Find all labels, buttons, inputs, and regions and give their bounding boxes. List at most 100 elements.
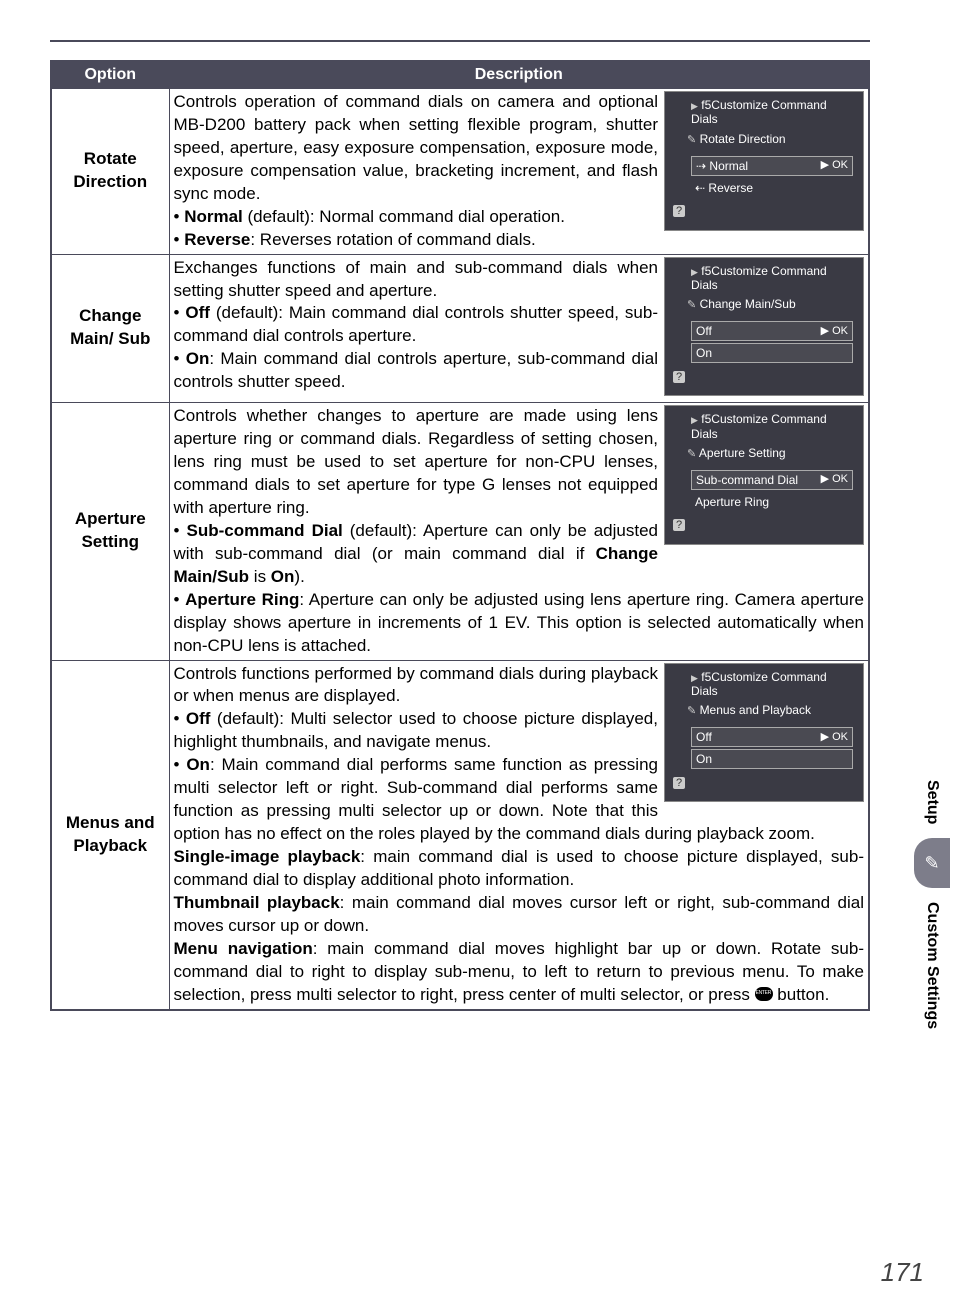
bullet-text: (default): Multi selector used to choose… [174, 709, 658, 751]
option-change-main-sub: Change Main/ Sub [51, 254, 169, 403]
col-description: Description [169, 61, 869, 89]
play-icon [691, 670, 698, 684]
screenshot-title2: Dials [673, 112, 855, 126]
screenshot-subtitle: Change Main/Sub [700, 297, 796, 311]
screenshot-option: ⇠ Reverse [691, 178, 853, 198]
ok-indicator: ▶ OK [821, 324, 848, 339]
bullet-label: On [186, 755, 210, 774]
option-label: Rotate Direction [73, 149, 147, 191]
screenshot-title1: f5Customize Command [701, 670, 826, 684]
screenshot-option: Aperture Ring [691, 492, 853, 512]
desc-rotate-direction: f5Customize Command Dials Rotate Directi… [169, 89, 869, 255]
pencil-icon [687, 297, 696, 311]
pencil-badge-icon: ✎ [914, 838, 950, 888]
ok-indicator: ▶ OK [821, 158, 848, 173]
screenshot-title: f5Customize Command Dials [669, 668, 859, 701]
option-aperture-setting: Aperture Setting [51, 403, 169, 660]
bullet-label: On [186, 349, 210, 368]
desc-intro: Exchanges functions of main and sub-comm… [174, 258, 659, 300]
screenshot-subtitle: Aperture Setting [699, 446, 786, 460]
para-text: button. [773, 985, 830, 1004]
screenshot-option: Off ▶ OK [691, 321, 853, 341]
screenshot-option: On [691, 343, 853, 363]
side-tab: Setup ✎ Custom Settings [914, 780, 950, 1030]
screenshot-option-label: Off [696, 323, 712, 339]
option-label: Aperture Setting [75, 509, 146, 551]
help-icon [673, 774, 685, 791]
menu-screenshot: f5Customize Command Dials Menus and Play… [664, 663, 864, 803]
screenshot-option-label: Reverse [708, 181, 753, 195]
screenshot-option-label: On [696, 345, 712, 361]
desc-change-main-sub: f5Customize Command Dials Change Main/Su… [169, 254, 869, 403]
screenshot-option-label: On [696, 751, 712, 767]
side-label-setup: Setup [923, 780, 941, 824]
play-icon [691, 412, 698, 426]
manual-page: Option Description Rotate Direction f5Cu… [50, 40, 870, 1011]
help-icon [673, 368, 685, 385]
screenshot-option: On [691, 749, 853, 769]
bullet-text: is [249, 567, 271, 586]
screenshot-title2: Dials [673, 278, 855, 292]
pencil-icon [687, 132, 696, 146]
desc-intro: Controls whether changes to aperture are… [174, 406, 659, 517]
table-row: Change Main/ Sub f5Customize Command Dia… [51, 254, 869, 403]
screenshot-title1: f5Customize Command [701, 98, 826, 112]
para-lead: Single-image playback [174, 847, 361, 866]
ok-indicator: ▶ OK [821, 730, 848, 745]
bullet-label: Reverse [184, 230, 250, 249]
arrow-right-icon: ⇢ [696, 159, 706, 173]
options-table: Option Description Rotate Direction f5Cu… [50, 60, 870, 1011]
table-row: Menus and Playback f5Customize Command D… [51, 660, 869, 1010]
bullet-text: (default): Main command dial controls sh… [174, 303, 659, 345]
screenshot-option-label: Normal [709, 159, 748, 173]
menu-screenshot: f5Customize Command Dials Change Main/Su… [664, 257, 864, 397]
screenshot-option-label: Off [696, 729, 712, 745]
para-lead: Menu navigation [174, 939, 313, 958]
screenshot-title1: f5Customize Command [701, 412, 826, 426]
option-menus-playback: Menus and Playback [51, 660, 169, 1010]
desc-aperture-setting: f5Customize Command Dials Aperture Setti… [169, 403, 869, 660]
screenshot-title2: Dials [673, 427, 855, 441]
enter-button-icon [755, 987, 773, 1001]
table-row: Rotate Direction f5Customize Command Dia… [51, 89, 869, 255]
option-label: Menus and Playback [66, 813, 155, 855]
screenshot-title1: f5Customize Command [701, 264, 826, 278]
page-number: 171 [881, 1257, 924, 1288]
bullet-label: Normal [184, 207, 243, 226]
para-lead: Thumbnail playback [174, 893, 340, 912]
ok-indicator: ▶ OK [821, 472, 848, 487]
option-label: Change Main/ Sub [70, 306, 150, 348]
bullet-text: : Reverses rotation of command dials. [250, 230, 535, 249]
screenshot-title: f5Customize Command Dials [669, 410, 859, 443]
screenshot-subtitle: Rotate Direction [700, 132, 786, 146]
screenshot-option: ⇢ Normal ▶ OK [691, 156, 853, 176]
help-icon [673, 202, 685, 219]
table-row: Aperture Setting f5Customize Command Dia… [51, 403, 869, 660]
top-rule [50, 40, 870, 42]
screenshot-option-label: Sub-command Dial [696, 472, 798, 488]
desc-intro: Controls operation of command dials on c… [174, 92, 659, 203]
bullet-label: Aperture Ring [185, 590, 299, 609]
pencil-icon [687, 703, 696, 717]
screenshot-subtitle: Menus and Playback [700, 703, 811, 717]
bullet-text: (default): Normal command dial operation… [243, 207, 565, 226]
bullet-text: : Main command dial controls aperture, s… [174, 349, 658, 391]
screenshot-option: Off ▶ OK [691, 727, 853, 747]
option-rotate-direction: Rotate Direction [51, 89, 169, 255]
menu-screenshot: f5Customize Command Dials Aperture Setti… [664, 405, 864, 545]
side-label-custom-settings: Custom Settings [923, 902, 941, 1029]
bullet-bold: On [271, 567, 295, 586]
help-icon [673, 516, 685, 533]
screenshot-option-label: Aperture Ring [695, 494, 769, 510]
bullet-label: Sub-command Dial [186, 521, 342, 540]
bullet-text: ). [294, 567, 304, 586]
col-option: Option [51, 61, 169, 89]
arrow-left-icon: ⇠ [695, 181, 705, 195]
screenshot-option: Sub-command Dial ▶ OK [691, 470, 853, 490]
bullet-label: Off [186, 709, 211, 728]
screenshot-title: f5Customize Command Dials [669, 96, 859, 129]
desc-intro: Controls functions performed by command … [174, 664, 659, 706]
play-icon [691, 98, 698, 112]
desc-menus-playback: f5Customize Command Dials Menus and Play… [169, 660, 869, 1010]
play-icon [691, 264, 698, 278]
